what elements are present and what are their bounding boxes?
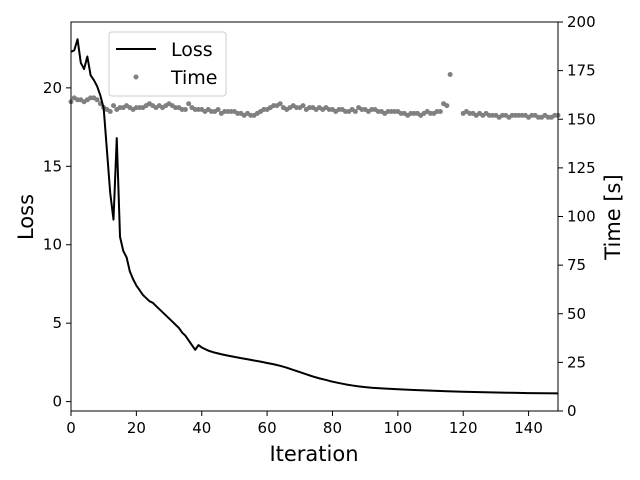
- y2-tick-label: 200: [567, 13, 596, 31]
- time-point: [437, 108, 443, 114]
- legend-time-label: Time: [170, 67, 218, 89]
- y-tick-label: 15: [43, 157, 62, 175]
- x-axis-title: Iteration: [269, 442, 358, 466]
- time-point: [182, 107, 188, 113]
- x-tick-label: 140: [514, 419, 543, 437]
- x-tick-label: 40: [192, 419, 211, 437]
- loss-series: [70, 38, 559, 395]
- x-tick-label: 20: [127, 419, 146, 437]
- time-point: [447, 72, 453, 78]
- time-point: [300, 103, 306, 109]
- time-point: [215, 107, 221, 113]
- y-tick-label: 0: [52, 393, 62, 411]
- x-tick-label: 100: [384, 419, 413, 437]
- time-point: [352, 108, 358, 114]
- y-axis-right: 0 25 50 75 100 125 150 175 200: [558, 13, 596, 420]
- y2-tick-label: 100: [567, 208, 596, 226]
- time-point: [186, 101, 192, 107]
- legend-time-swatch: [133, 74, 139, 80]
- time-series: [68, 72, 561, 120]
- y2-tick-label: 150: [567, 110, 596, 128]
- y2-tick-label: 75: [567, 256, 586, 274]
- legend-loss-label: Loss: [171, 39, 213, 61]
- y-tick-label: 20: [43, 79, 62, 97]
- time-point: [110, 103, 116, 109]
- x-tick-label: 120: [449, 419, 478, 437]
- y-tick-label: 10: [43, 236, 62, 254]
- x-tick-label: 80: [323, 419, 342, 437]
- y2-tick-label: 175: [567, 62, 596, 80]
- x-axis: 0 20 40 60 80 100 120 140: [66, 411, 543, 437]
- time-point: [94, 97, 100, 103]
- time-point: [444, 103, 450, 109]
- y-axis-left: 0 5 10 15 20: [43, 79, 71, 411]
- x-tick-label: 0: [66, 419, 76, 437]
- x-tick-label: 60: [258, 419, 277, 437]
- time-point: [107, 108, 113, 114]
- y2-tick-label: 50: [567, 305, 586, 323]
- y2-tick-label: 25: [567, 353, 586, 371]
- time-point: [277, 101, 283, 107]
- y2-axis-title: Time [s]: [601, 174, 625, 260]
- y-tick-label: 5: [52, 314, 62, 332]
- legend: Loss Time: [108, 31, 227, 97]
- y2-tick-label: 125: [567, 159, 596, 177]
- y2-tick-label: 0: [567, 402, 577, 420]
- y-axis-title: Loss: [14, 194, 38, 240]
- loss-line: [70, 38, 559, 395]
